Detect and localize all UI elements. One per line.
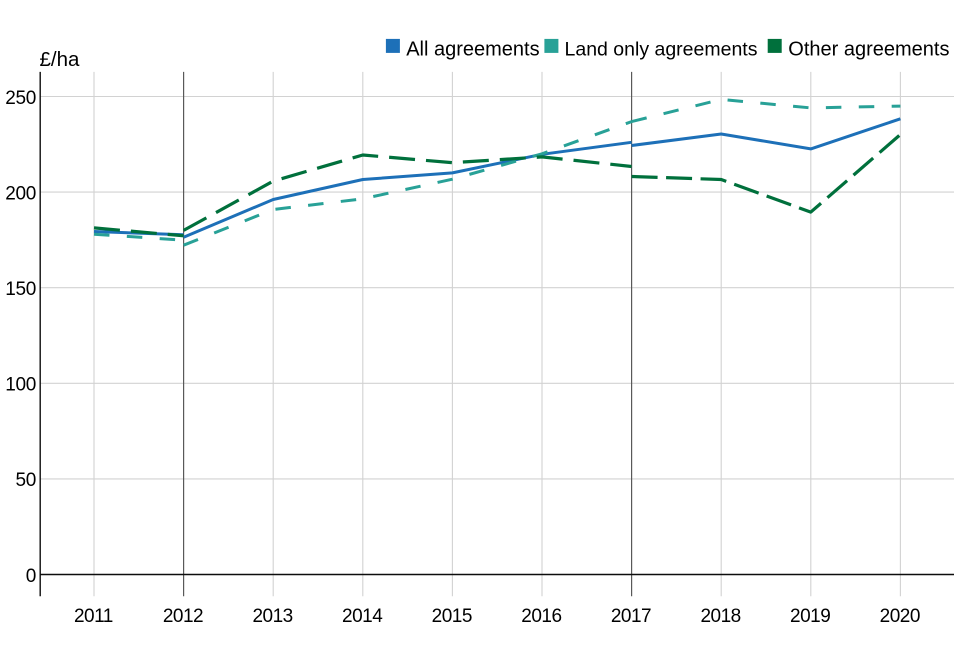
svg-text:2014: 2014 [342, 606, 383, 627]
svg-text:2017: 2017 [611, 606, 651, 627]
svg-text:All agreements: All agreements [406, 38, 539, 60]
svg-text:2012: 2012 [163, 606, 203, 627]
svg-text:50: 50 [15, 470, 36, 491]
svg-text:2019: 2019 [790, 606, 830, 627]
svg-text:2013: 2013 [252, 606, 292, 627]
svg-text:100: 100 [5, 375, 36, 396]
svg-text:2020: 2020 [880, 606, 920, 627]
svg-text:0: 0 [26, 566, 36, 587]
svg-text:200: 200 [5, 183, 36, 204]
svg-text:150: 150 [5, 279, 36, 300]
svg-text:250: 250 [5, 88, 36, 109]
svg-text:Other agreements: Other agreements [788, 38, 949, 60]
svg-text:2015: 2015 [432, 606, 472, 627]
svg-text:2016: 2016 [521, 606, 561, 627]
svg-text:Land only agreements: Land only agreements [565, 38, 758, 60]
svg-text:2018: 2018 [700, 606, 740, 627]
svg-text:£/ha: £/ha [40, 48, 80, 71]
svg-text:2011: 2011 [74, 606, 113, 627]
